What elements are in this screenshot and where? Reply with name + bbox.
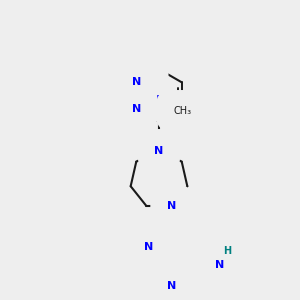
Text: N: N xyxy=(142,70,152,80)
Text: N: N xyxy=(144,242,154,252)
Text: N: N xyxy=(215,260,224,270)
Text: N: N xyxy=(132,77,141,87)
Text: N: N xyxy=(132,77,141,87)
Text: CH₃: CH₃ xyxy=(173,106,191,116)
Text: N: N xyxy=(215,250,224,260)
Text: N: N xyxy=(167,281,176,291)
Text: N: N xyxy=(154,146,164,156)
Text: N: N xyxy=(167,201,176,211)
Text: CH₃: CH₃ xyxy=(172,106,193,116)
Text: N: N xyxy=(132,103,141,114)
Text: H: H xyxy=(224,246,232,256)
Text: N: N xyxy=(151,95,160,105)
